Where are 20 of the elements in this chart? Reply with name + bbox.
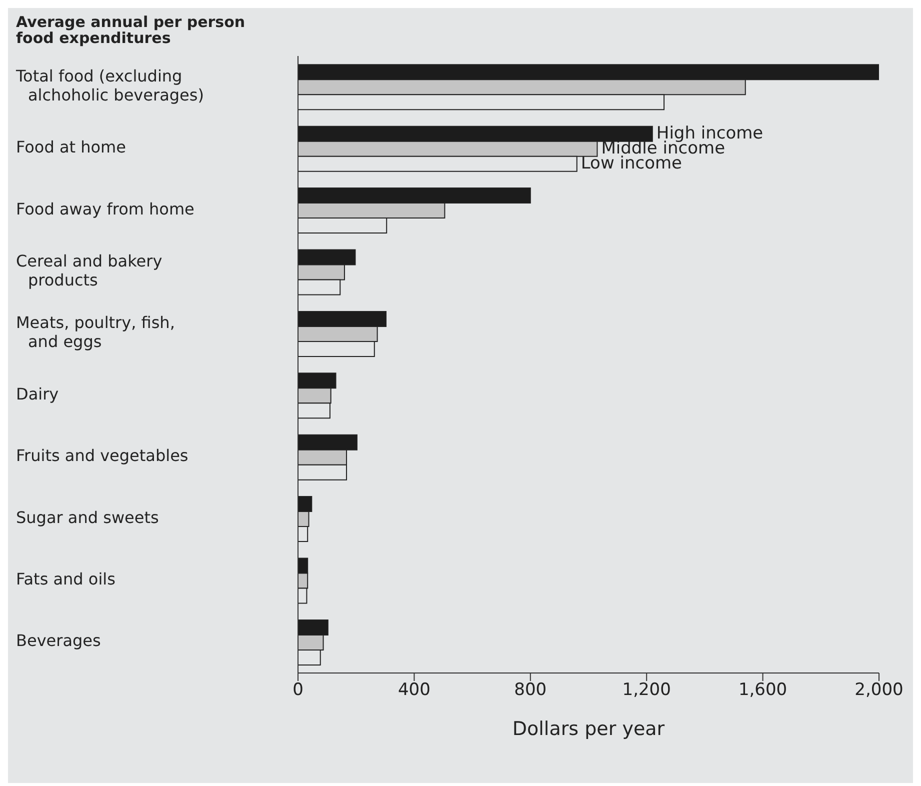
y-tick-label: Fats and oils [16,570,116,589]
y-tick-label: Cereal and bakery products [16,252,162,290]
x-tick-label: 1,600 [738,680,788,700]
x-tick-label: 400 [398,680,430,700]
y-tick-label: Food away from home [16,200,194,219]
text: Average annual per person food expenditures [16,13,246,47]
y-tick-label: Food at home [16,138,126,157]
y-tick-label: Total food (excluding alchoholic beverages) [15,66,204,105]
x-tick-label: 2,000 [854,680,904,700]
y-tick-label: Meats, poultry, fish, and eggs [16,314,175,352]
y-tick-label: Fruits and vegetables [16,446,188,466]
x-tick-label: 800 [514,680,547,700]
x-tick-label: 0 [292,680,304,700]
x-tick-label: 1,200 [622,680,671,700]
series-label: High income [656,123,764,144]
x-axis-title: Dollars per year [512,718,665,740]
series-label: Low income [580,153,682,174]
y-tick-label: Beverages [16,632,101,651]
y-tick-label: Sugar and sweets [16,508,159,528]
y-tick-label: Dairy [16,384,59,404]
